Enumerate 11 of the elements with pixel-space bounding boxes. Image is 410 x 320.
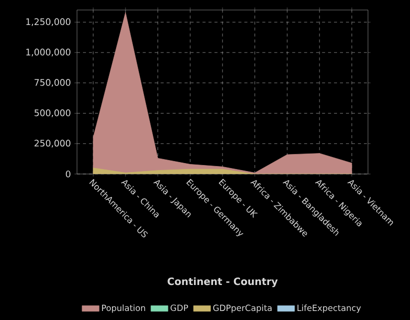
x-axis-title: Continent - Country: [168, 277, 278, 288]
y-tick-label: 750,000: [34, 79, 70, 87]
legend-label: LifeExpectancy: [298, 304, 361, 313]
y-tick-label: 250,000: [34, 140, 70, 148]
y-tick-label: 0: [66, 170, 70, 178]
legend-label: GDP: [170, 304, 188, 311]
legend-label: GDPperCapita: [213, 304, 272, 313]
y-tick-label: 1,000,000: [26, 48, 70, 56]
y-tick-label: 500,000: [34, 109, 70, 118]
y-tick-label: 1,250,000: [26, 18, 70, 26]
legend-label: Population: [102, 304, 146, 313]
